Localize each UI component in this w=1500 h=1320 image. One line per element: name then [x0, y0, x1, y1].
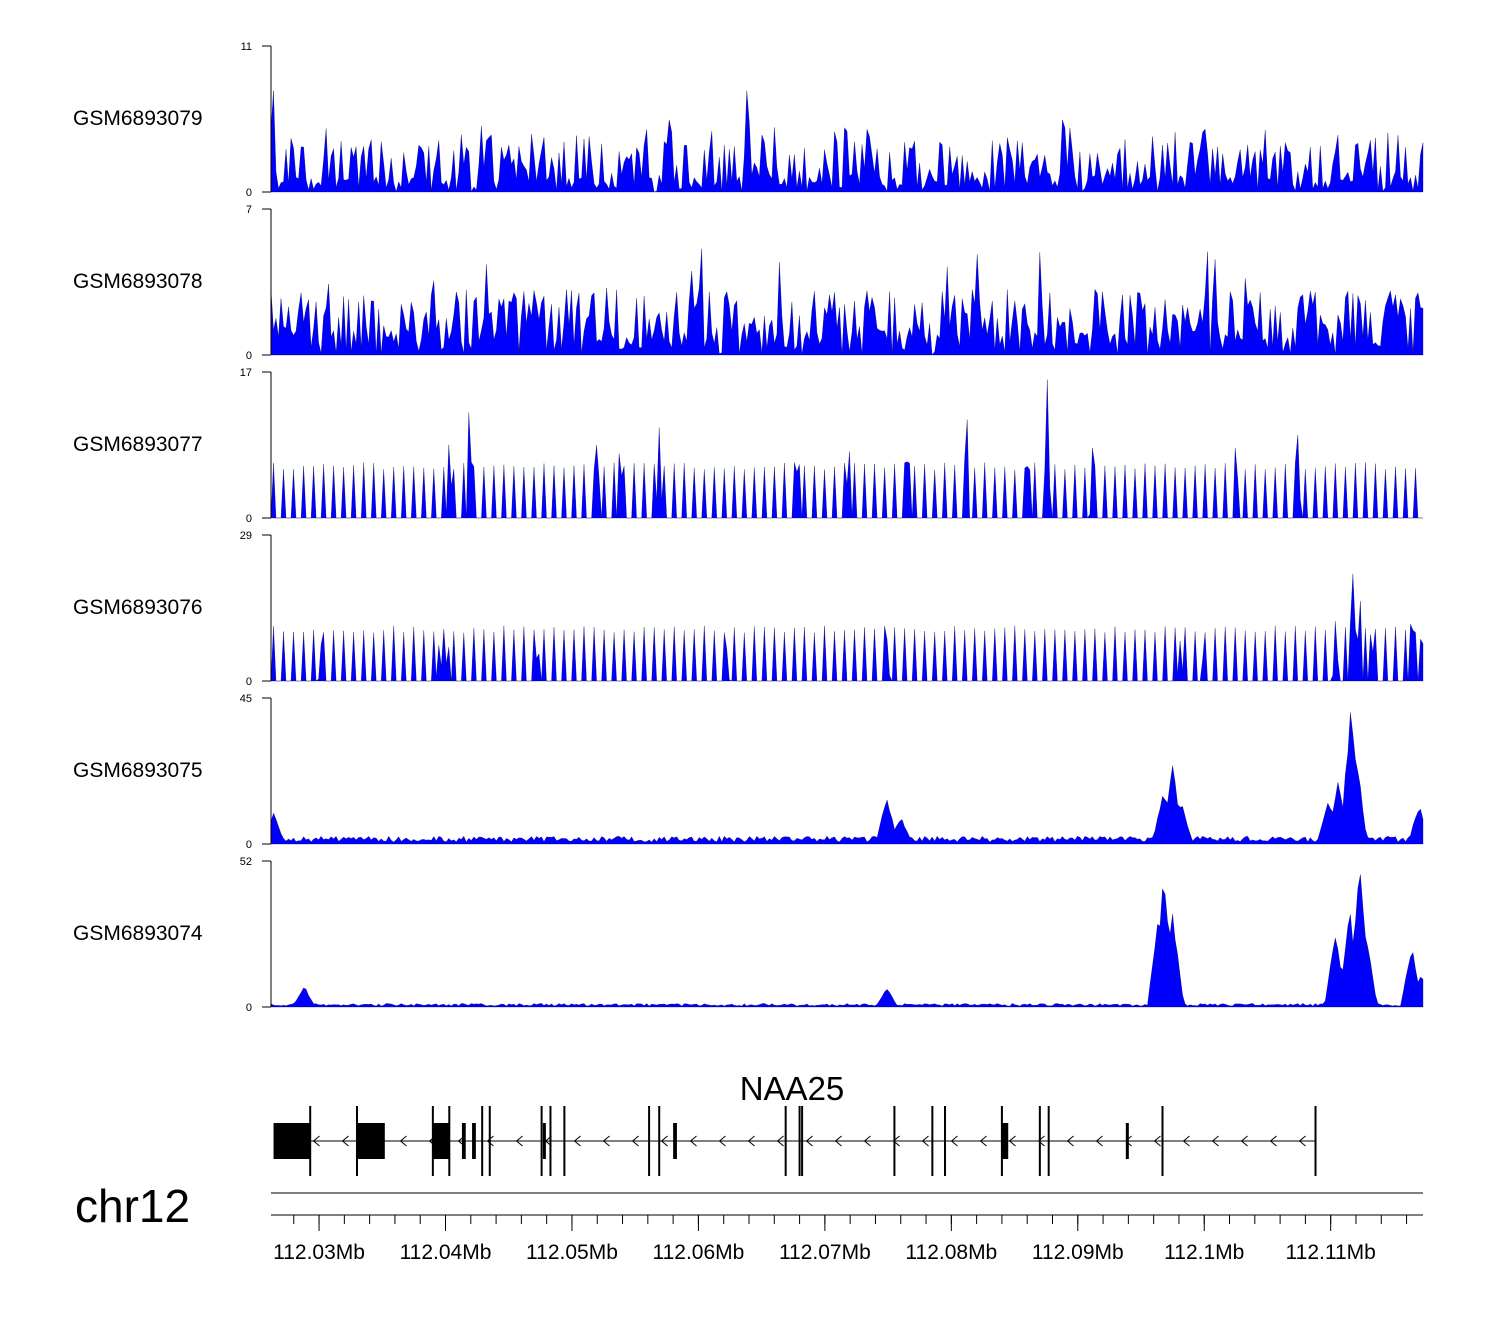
track-label: GSM6893077	[73, 433, 203, 456]
strand-arrow	[1211, 1135, 1219, 1147]
strand-arrow	[399, 1135, 407, 1147]
strand-arrow	[921, 1135, 929, 1147]
y-max-label: 45	[240, 693, 252, 705]
exon-block	[1125, 1123, 1129, 1159]
tick-label: 112.08Mb	[905, 1241, 997, 1264]
strand-arrow	[1153, 1135, 1161, 1147]
tick-label: 112.06Mb	[652, 1241, 744, 1264]
coverage-area	[270, 248, 1424, 356]
exon-block	[542, 1123, 546, 1159]
strand-arrow	[689, 1135, 697, 1147]
exon-block	[673, 1123, 677, 1159]
track-GSM6893078: 7 0 GSM6893078	[73, 204, 1424, 362]
y-min-label: 0	[246, 676, 252, 688]
track-label: GSM6893079	[73, 107, 203, 130]
exon-block	[461, 1123, 466, 1159]
exon-block	[1001, 1123, 1009, 1159]
tick-label: 112.04Mb	[400, 1241, 492, 1264]
axis-ticks: 112.03Mb 112.04Mb 112.05Mb 112.06Mb 112.07Mb…	[273, 1215, 1408, 1264]
tick-label: 112.11Mb	[1286, 1241, 1376, 1264]
coverage-area	[270, 874, 1424, 1008]
track-GSM6893077: 17 0 GSM6893077	[73, 367, 1423, 525]
strand-arrow	[486, 1135, 494, 1147]
strand-arrow	[1066, 1135, 1074, 1147]
exon-block	[472, 1123, 476, 1159]
tick-label: 112.1Mb	[1164, 1241, 1244, 1264]
strand-arrow	[805, 1135, 813, 1147]
strand-arrow	[631, 1135, 639, 1147]
tick-label: 112.07Mb	[779, 1241, 871, 1264]
strand-arrow	[950, 1135, 958, 1147]
track-label: GSM6893076	[73, 596, 203, 619]
strand-arrow	[1008, 1135, 1016, 1147]
gene-model-naa25	[273, 1106, 1317, 1176]
strand-arrow	[776, 1135, 784, 1147]
y-min-label: 0	[246, 513, 252, 525]
coverage-tracks: 11 0 GSM6893079 7 0 GSM6893078 17 0 GSM6893077 29…	[73, 41, 1424, 1014]
strand-arrow	[747, 1135, 755, 1147]
coverage-area	[270, 90, 1424, 193]
track-GSM6893075: 45 0 GSM6893075	[73, 693, 1424, 851]
strand-arrow	[979, 1135, 987, 1147]
coverage-area	[270, 379, 1423, 519]
strand-arrow	[863, 1135, 871, 1147]
coverage-area	[270, 574, 1424, 682]
genome-axis: chr12 112.03Mb 112.04Mb 112.05Mb 112.06Mb 11…	[75, 1180, 1423, 1264]
track-GSM6893079: 11 0 GSM6893079	[73, 41, 1424, 199]
track-label: GSM6893075	[73, 759, 203, 782]
strand-arrow	[834, 1135, 842, 1147]
y-min-label: 0	[246, 187, 252, 199]
y-min-label: 0	[246, 350, 252, 362]
strand-arrow	[1095, 1135, 1103, 1147]
tick-label: 112.09Mb	[1032, 1241, 1124, 1264]
track-GSM6893074: 52 0 GSM6893074	[73, 856, 1424, 1014]
track-label: GSM6893078	[73, 270, 203, 293]
y-min-label: 0	[246, 839, 252, 851]
gene-annotation-track: NAA25	[273, 1070, 1317, 1176]
strand-arrow	[515, 1135, 523, 1147]
chromosome-label: chr12	[75, 1180, 190, 1232]
strand-arrow	[1124, 1135, 1132, 1147]
strand-arrow	[312, 1135, 320, 1147]
strand-arrow	[341, 1135, 349, 1147]
y-max-label: 29	[240, 530, 252, 542]
strand-arrow	[1037, 1135, 1045, 1147]
strand-arrow	[602, 1135, 610, 1147]
tick-label: 112.05Mb	[526, 1241, 618, 1264]
strand-arrow	[1240, 1135, 1248, 1147]
track-GSM6893076: 29 0 GSM6893076	[73, 530, 1424, 688]
strand-arrow	[660, 1135, 668, 1147]
y-min-label: 0	[246, 1002, 252, 1014]
strand-arrow	[1298, 1135, 1306, 1147]
strand-arrow	[573, 1135, 581, 1147]
track-label: GSM6893074	[73, 922, 203, 945]
y-max-label: 52	[240, 856, 252, 868]
exon-block	[273, 1123, 311, 1159]
strand-arrow	[718, 1135, 726, 1147]
gene-name: NAA25	[740, 1070, 845, 1107]
coverage-area	[270, 712, 1424, 845]
tick-label: 112.03Mb	[273, 1241, 365, 1264]
strand-arrow	[1182, 1135, 1190, 1147]
strand-arrow	[1269, 1135, 1277, 1147]
y-max-label: 11	[241, 41, 252, 53]
y-max-label: 17	[240, 367, 252, 379]
y-max-label: 7	[246, 204, 252, 216]
exon-block	[432, 1123, 450, 1159]
exon-block	[356, 1123, 385, 1159]
